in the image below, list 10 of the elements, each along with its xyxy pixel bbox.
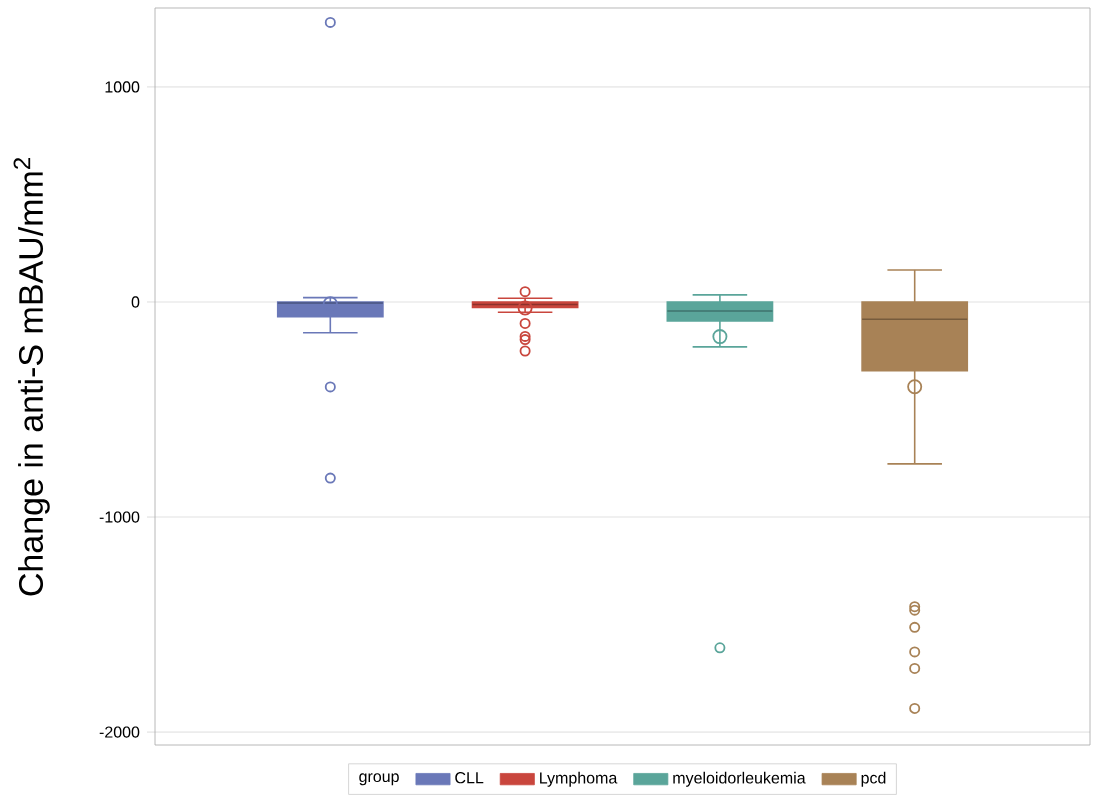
y-tick-label: -2000 [99, 726, 140, 738]
y-tick-label: 1000 [105, 81, 140, 93]
y-tick-label: -1000 [99, 511, 140, 523]
legend-label: Lymphoma [540, 771, 618, 787]
legend-label: CLL [455, 772, 484, 784]
y-axis-title: Change in anti-S mBAU/mm$^{2}$ [13, 158, 50, 596]
legend-label: pcd [861, 771, 886, 787]
legend-label: myeloidorleukemia [673, 771, 806, 787]
y-tick-label: 0 [131, 296, 140, 308]
legend-title: group [359, 773, 399, 786]
